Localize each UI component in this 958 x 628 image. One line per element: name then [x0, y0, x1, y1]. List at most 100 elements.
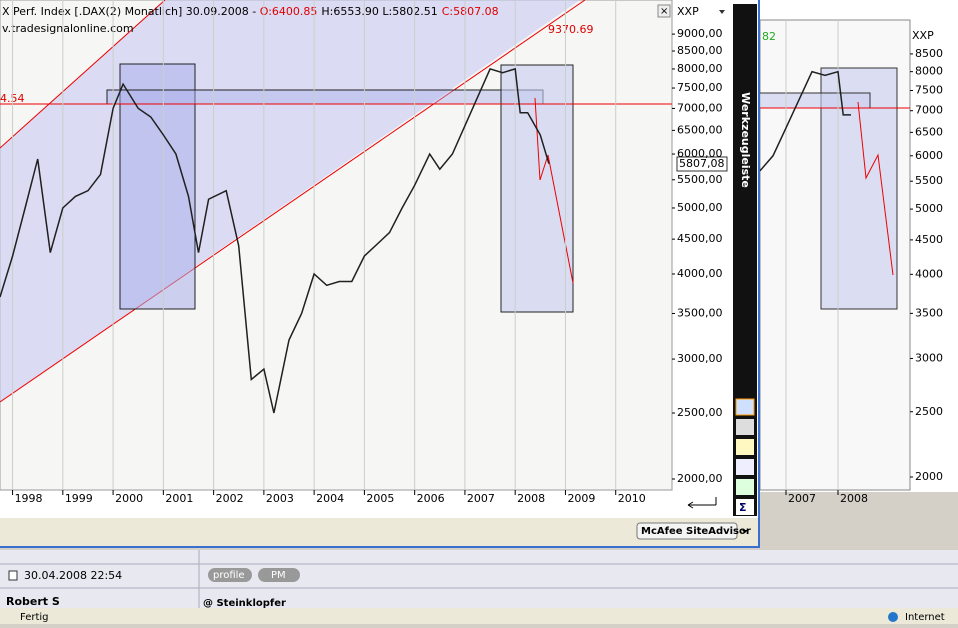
y-tick-label: 8000,00	[677, 62, 723, 75]
x-tick-label: 1998	[15, 492, 43, 505]
x-tick-label: 2008	[840, 492, 868, 505]
x-tick-label: 2005	[366, 492, 394, 505]
title: X Perf. Index [.DAX(2) Monatlich] 30.09.…	[2, 5, 260, 18]
y-tick-label: 5000,00	[677, 201, 723, 214]
y-tick-label: 6500,00	[677, 123, 723, 136]
dropdown[interactable]	[742, 530, 748, 533]
x-tick-label: 2002	[216, 492, 244, 505]
high-low: H:6553.90 L:5802.51	[321, 5, 437, 18]
icon-sigma: Σ	[739, 501, 747, 514]
post-icon	[8, 570, 18, 581]
y-tick-label: 7500	[915, 84, 943, 97]
last-price: 5807,08	[679, 157, 725, 170]
x-tick-label: 2008	[517, 492, 545, 505]
toolbar-label: Werkzeugleiste	[739, 92, 752, 188]
zone-icon	[888, 612, 898, 622]
toolbar-icons: Σ	[735, 398, 755, 515]
symbol: XXP	[912, 29, 934, 42]
reply: @ Steinklopfer	[203, 598, 286, 609]
pm-button[interactable]	[258, 568, 300, 582]
forum	[0, 550, 958, 608]
y-tick-label: 8000	[915, 65, 943, 78]
siteadvisor-button[interactable]	[636, 522, 738, 540]
x-tick-label: 2001	[165, 492, 193, 505]
y-tick-label: 2500	[915, 405, 943, 418]
close-x: ×	[660, 6, 668, 17]
x-tick-label: 2004	[316, 492, 344, 505]
status-bar	[0, 608, 958, 624]
y-tick-label: 4000,00	[677, 267, 723, 280]
y-tick-label: 2500,00	[677, 406, 723, 419]
zone: Internet	[905, 612, 945, 623]
y-tick-label: 3000	[915, 351, 943, 364]
icon[interactable]	[736, 459, 754, 475]
source: v.tradesignalonline.com	[2, 22, 134, 35]
symbol: XXP	[677, 5, 699, 18]
status: Fertig	[20, 612, 49, 623]
icon[interactable]	[736, 479, 754, 495]
last-price-box	[676, 156, 728, 172]
x-tick-label: 2003	[266, 492, 294, 505]
box	[119, 63, 196, 310]
y-tick-label: 9000,00	[677, 27, 723, 40]
side-overlays	[760, 67, 910, 310]
x-tick-label: 2007	[788, 492, 816, 505]
price-line	[0, 67, 550, 414]
overlays	[0, 0, 672, 403]
post-date: 30.04.2008 22:54	[24, 569, 122, 582]
y-tick-label: 2000,00	[677, 472, 723, 485]
y-tick-label: 5500	[915, 174, 943, 187]
y-tick-label: 4500	[915, 233, 943, 246]
y-tick-label: 4000	[915, 267, 943, 280]
y-tick-label: 8500,00	[677, 44, 723, 57]
side-label: 82	[762, 30, 776, 43]
header-title: X Perf. Index [.DAX(2) Monatlich] 30.09.…	[2, 5, 499, 18]
y-tick-label: 5500,00	[677, 173, 723, 186]
icon[interactable]	[687, 497, 717, 509]
icon[interactable]	[736, 439, 754, 455]
y-tick-label: 6000	[915, 149, 943, 162]
open: O:6400.85	[260, 5, 318, 18]
y-tick-label: 8500	[915, 47, 943, 60]
series	[760, 70, 851, 172]
y-tick-label: 4500,00	[677, 232, 723, 245]
profile: profile	[213, 570, 245, 581]
status-strip	[0, 518, 758, 546]
projection	[857, 101, 894, 276]
close: C:5807.08	[442, 5, 499, 18]
series	[0, 67, 550, 414]
x-tick-label: 2006	[417, 492, 445, 505]
box	[500, 64, 574, 313]
y-tick-label: 5000	[915, 202, 943, 215]
price-line	[760, 70, 851, 172]
y-tick-label: 3500,00	[677, 306, 723, 319]
close-button[interactable]	[657, 4, 671, 18]
y-tick-label: 6000,00	[677, 147, 723, 160]
x-tick-label: 2009	[567, 492, 595, 505]
channel-label: 9370.69	[548, 23, 594, 36]
y-tick-label: 7500,00	[677, 81, 723, 94]
channel-line	[0, 0, 586, 403]
icon[interactable]	[736, 499, 754, 515]
y-tick-label: 3000,00	[677, 352, 723, 365]
channel-line	[0, 0, 166, 149]
icon[interactable]	[735, 398, 755, 416]
y-tick-label: 7000	[915, 104, 943, 117]
x-tick-label: 1999	[65, 492, 93, 505]
siteadvisor: McAfee SiteAdvisor	[641, 526, 751, 537]
y-tick-label: 2000	[915, 470, 943, 483]
y-tick-label: 6500	[915, 125, 943, 138]
pm: PM	[271, 570, 286, 581]
y-tick-label: 7000,00	[677, 101, 723, 114]
profile-button[interactable]	[208, 568, 252, 582]
dropdown[interactable]	[719, 10, 725, 14]
x-tick-label: 2007	[467, 492, 495, 505]
author: Robert S	[6, 595, 60, 608]
projection	[534, 97, 574, 284]
icon[interactable]	[736, 419, 754, 435]
x-tick-label: 2000	[115, 492, 143, 505]
y-tick-label: 3500	[915, 306, 943, 319]
x-tick-label: 2010	[618, 492, 646, 505]
